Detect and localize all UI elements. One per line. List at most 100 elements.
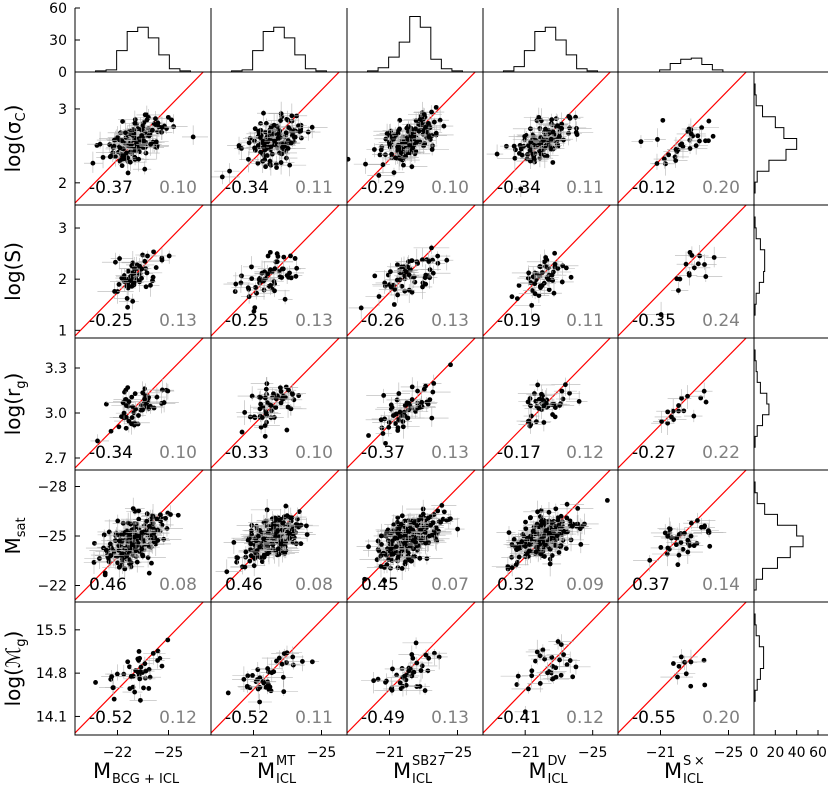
scatter-value: 0.14 [702,575,740,595]
data-point [280,674,286,680]
y-tick-label: 2.7 [45,451,67,467]
data-point [396,417,401,422]
data-point [575,506,581,511]
data-point [386,424,392,430]
x-tick-label: −21 [646,745,676,761]
data-point [144,270,150,276]
data-point [559,121,565,127]
data-point [255,160,261,166]
data-point [263,684,269,690]
data-point [394,262,400,268]
data-point [532,281,538,287]
data-point [383,679,388,685]
data-point [137,676,143,682]
scatter-value: 0.20 [702,708,740,728]
data-point [687,250,693,255]
data-point [405,415,411,421]
data-point [406,528,411,534]
data-point [536,406,542,411]
panel-r5-c2: -0.52 0.11 −21 −25 [210,601,348,761]
data-point [262,423,268,428]
correlation-value: 0.32 [497,575,535,595]
data-point [252,145,257,151]
data-point [402,540,407,546]
data-point [404,125,410,131]
data-point [280,520,286,526]
scatter-value: 0.13 [431,311,469,331]
data-point [547,561,553,567]
data-point [125,304,131,310]
data-point [710,133,716,139]
data-point [703,399,709,405]
data-point [411,554,417,559]
data-point [287,162,293,168]
data-point [567,114,573,120]
data-point [439,502,445,508]
data-point [137,669,143,675]
data-point [389,541,394,547]
data-point [111,696,117,702]
data-point [552,250,558,256]
data-point [393,544,399,550]
data-point [165,388,171,394]
data-point [695,518,700,523]
data-point [707,543,713,549]
data-point [108,428,114,434]
correlation-value: -0.35 [632,311,676,331]
data-point [665,545,671,551]
data-point [658,312,664,317]
data-point [270,542,276,548]
data-point [553,665,559,671]
data-point [706,138,711,144]
data-point [388,284,394,290]
data-point [512,155,518,161]
data-point [375,538,381,544]
data-point [372,273,378,279]
data-point [679,141,685,147]
data-point [280,144,285,150]
data-point [423,652,429,658]
data-point [153,265,159,270]
data-point [556,550,562,555]
data-point [103,401,109,407]
data-point [516,283,522,288]
data-point [271,391,276,397]
data-point [427,275,433,281]
correlation-value: -0.55 [632,708,676,728]
data-point [273,405,279,410]
data-point [144,518,150,524]
data-point [258,401,264,407]
fit-line [211,602,341,734]
data-point [108,553,114,559]
data-point [296,393,302,399]
data-point [129,542,135,548]
data-point [426,259,432,264]
data-point [699,125,705,131]
panel-r4-c1: 0.46 0.08 −22 −25 −28 [37,469,212,603]
data-point [298,128,304,134]
data-point [666,152,672,158]
data-point [665,533,671,539]
y-tick-label: 3.0 [45,406,67,422]
data-point [549,117,555,123]
scatter-value: 0.10 [159,178,197,198]
data-point [165,637,171,643]
data-point [426,655,432,661]
data-point [533,658,538,664]
data-point [128,143,134,149]
data-point [261,141,267,147]
data-point [278,111,284,117]
data-point [555,639,561,644]
data-point [546,287,552,293]
data-point [299,659,305,664]
data-point [251,308,257,314]
data-point [686,272,692,278]
data-point [285,117,291,123]
data-point [124,553,130,559]
data-point [122,566,128,572]
data-point [698,395,704,401]
data-point [409,384,415,390]
data-point [130,298,136,304]
data-point [125,170,131,176]
data-point [543,126,548,132]
